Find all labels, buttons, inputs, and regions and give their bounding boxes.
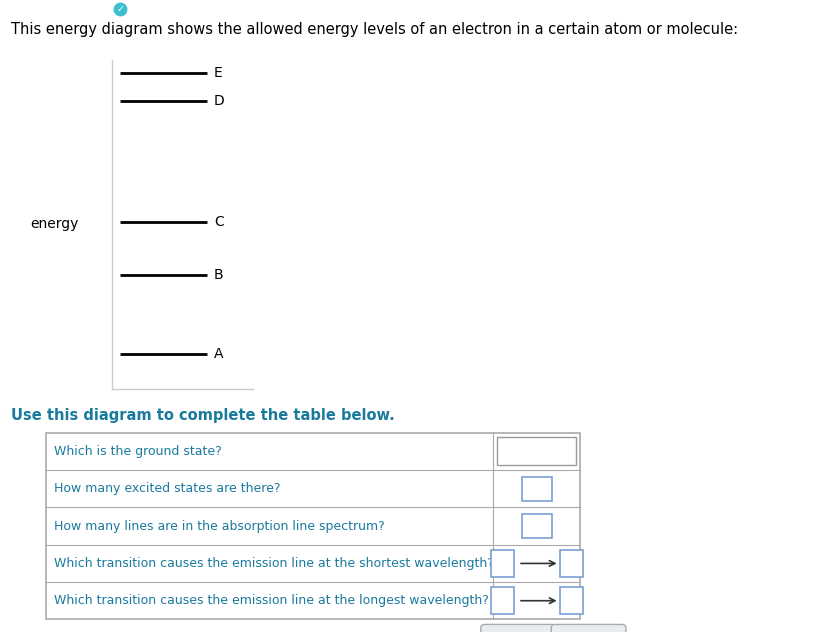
FancyBboxPatch shape — [497, 437, 575, 465]
Text: Use this diagram to complete the table below.: Use this diagram to complete the table b… — [11, 408, 394, 423]
Text: How many lines are in the absorption line spectrum?: How many lines are in the absorption lin… — [54, 520, 384, 533]
Text: energy: energy — [31, 217, 79, 231]
Text: Which transition causes the emission line at the shortest wavelength?: Which transition causes the emission lin… — [54, 557, 493, 570]
FancyBboxPatch shape — [490, 588, 513, 614]
Text: E: E — [214, 66, 223, 80]
Text: D: D — [214, 94, 224, 108]
Text: (pick one) ∨: (pick one) ∨ — [500, 445, 572, 458]
Text: This energy diagram shows the allowed energy levels of an electron in a certain : This energy diagram shows the allowed en… — [11, 22, 737, 37]
Text: Which is the ground state?: Which is the ground state? — [54, 445, 221, 458]
Text: How many excited states are there?: How many excited states are there? — [54, 482, 280, 495]
Text: Which transition causes the emission line at the longest wavelength?: Which transition causes the emission lin… — [54, 594, 489, 607]
Text: ✓: ✓ — [116, 4, 124, 15]
FancyBboxPatch shape — [480, 624, 555, 632]
FancyBboxPatch shape — [522, 514, 551, 538]
FancyBboxPatch shape — [551, 624, 625, 632]
FancyBboxPatch shape — [490, 550, 513, 576]
FancyBboxPatch shape — [559, 550, 582, 576]
Text: C: C — [214, 216, 224, 229]
FancyBboxPatch shape — [522, 477, 551, 501]
FancyBboxPatch shape — [559, 588, 582, 614]
FancyBboxPatch shape — [46, 433, 580, 619]
Text: A: A — [214, 347, 223, 361]
Text: B: B — [214, 268, 224, 282]
